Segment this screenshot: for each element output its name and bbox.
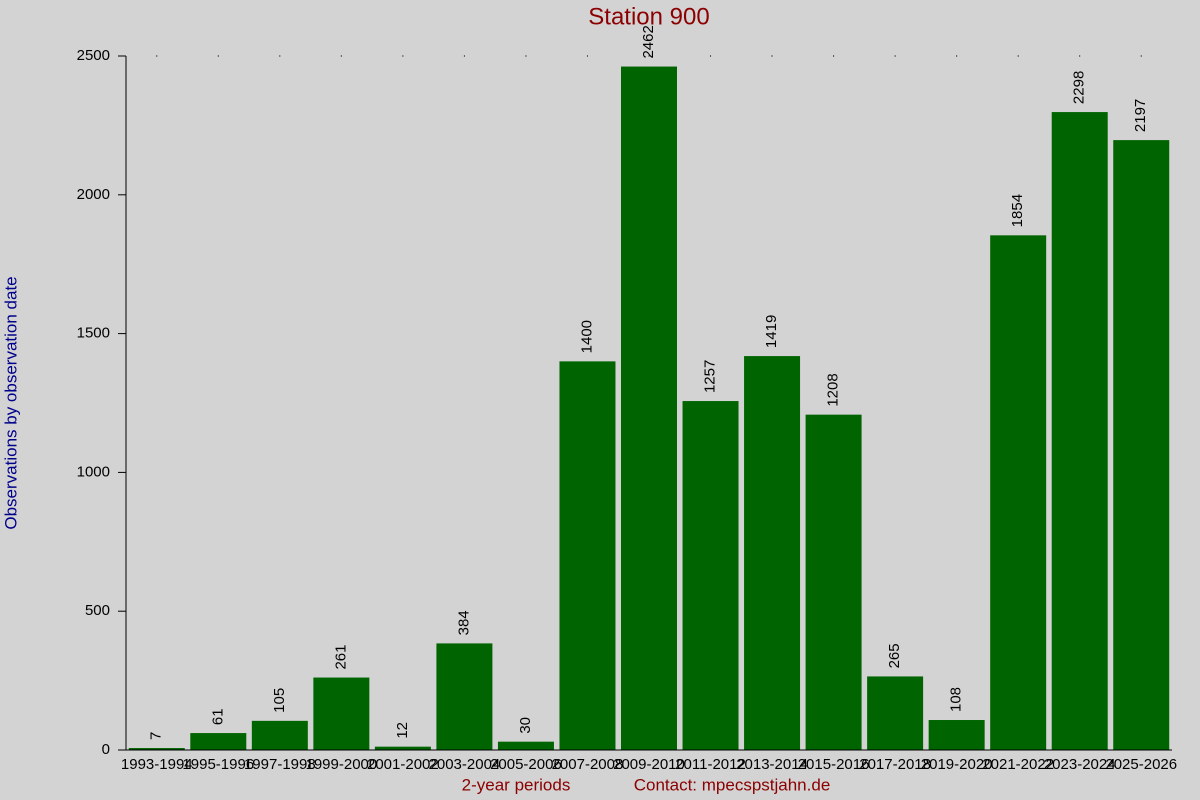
value-label: 1208 xyxy=(825,373,842,406)
bar xyxy=(867,676,924,750)
bar xyxy=(374,746,431,750)
value-label: 265 xyxy=(886,643,903,668)
x-tick-label: 2009-2010 xyxy=(613,756,685,773)
bar xyxy=(621,66,677,750)
value-label: 61 xyxy=(209,708,226,725)
x-tick-label: 2013-2014 xyxy=(736,756,808,773)
top-dot xyxy=(402,55,404,57)
bar xyxy=(190,733,247,750)
x-tick-label: 2019-2020 xyxy=(921,756,993,773)
top-dot xyxy=(894,55,896,57)
x-tick-label: 1995-1996 xyxy=(182,756,254,773)
bar xyxy=(559,361,616,750)
x-tick-label: 2023-2024 xyxy=(1044,756,1116,773)
top-dot xyxy=(586,55,589,57)
top-dot xyxy=(956,55,958,57)
top-dot xyxy=(832,55,835,57)
value-label: 1419 xyxy=(763,315,780,348)
bar xyxy=(128,748,185,750)
top-dot xyxy=(1140,55,1142,57)
top-dot xyxy=(156,55,158,57)
top-dot xyxy=(771,55,773,57)
bar xyxy=(928,720,985,750)
bar xyxy=(990,235,1047,751)
top-dot xyxy=(1017,55,1019,57)
top-dot xyxy=(525,55,527,57)
bar xyxy=(1113,140,1170,750)
bar xyxy=(1051,112,1108,751)
top-dot xyxy=(648,55,650,57)
x-tick-label: 2021-2022 xyxy=(982,756,1054,773)
bar xyxy=(497,741,554,750)
bar xyxy=(251,720,308,750)
value-label: 30 xyxy=(517,717,534,734)
y-tick-label: 1000 xyxy=(77,463,110,480)
bar xyxy=(682,401,739,750)
x-tick-label: 1993-1994 xyxy=(121,756,193,773)
contact: Contact: mpecspstjahn.de xyxy=(634,775,831,794)
value-label: 12 xyxy=(394,722,411,739)
value-label: 1257 xyxy=(701,360,718,393)
x-tick-label: 2005-2006 xyxy=(490,756,562,773)
value-label: 108 xyxy=(948,687,965,712)
x-tick-label: 2017-2018 xyxy=(859,756,931,773)
x-tick-label: 1999-2000 xyxy=(305,756,377,773)
value-label: 2462 xyxy=(640,25,657,58)
y-tick-label: 1500 xyxy=(77,325,110,342)
y-tick-label: 500 xyxy=(85,602,110,619)
x-tick-label: 2025-2026 xyxy=(1105,756,1177,773)
x-tick-label: 1997-1998 xyxy=(244,756,316,773)
top-dot xyxy=(279,55,281,57)
top-dot xyxy=(709,55,712,57)
bar xyxy=(436,643,493,750)
top-dot xyxy=(217,55,219,57)
value-label: 1854 xyxy=(1009,194,1026,227)
top-dot xyxy=(1079,55,1081,57)
x-tick-label: 2003-2004 xyxy=(429,756,501,773)
value-label: 105 xyxy=(271,688,288,713)
bar xyxy=(744,356,801,750)
bar xyxy=(313,677,370,750)
chart-title: Station 900 xyxy=(588,3,709,30)
top-dot xyxy=(340,55,342,57)
bar xyxy=(805,414,862,750)
y-tick-label: 2000 xyxy=(77,186,110,203)
x-tick-label: 2015-2016 xyxy=(798,756,870,773)
value-label: 2298 xyxy=(1071,71,1088,104)
value-label: 1400 xyxy=(578,320,595,353)
y-tick-label: 0 xyxy=(102,741,110,758)
x-tick-label: 2007-2008 xyxy=(552,756,624,773)
x-axis-label: 2-year periods xyxy=(462,775,571,794)
top-dot xyxy=(463,55,466,57)
value-label: 2197 xyxy=(1132,99,1149,132)
value-label: 7 xyxy=(148,732,165,740)
x-tick-label: 2001-2002 xyxy=(367,756,439,773)
x-tick-label: 2011-2012 xyxy=(675,756,746,773)
y-axis-label: Observations by observation date xyxy=(1,276,20,529)
y-tick-label: 2500 xyxy=(77,47,110,64)
value-label: 384 xyxy=(455,610,472,635)
value-label: 261 xyxy=(332,645,349,670)
